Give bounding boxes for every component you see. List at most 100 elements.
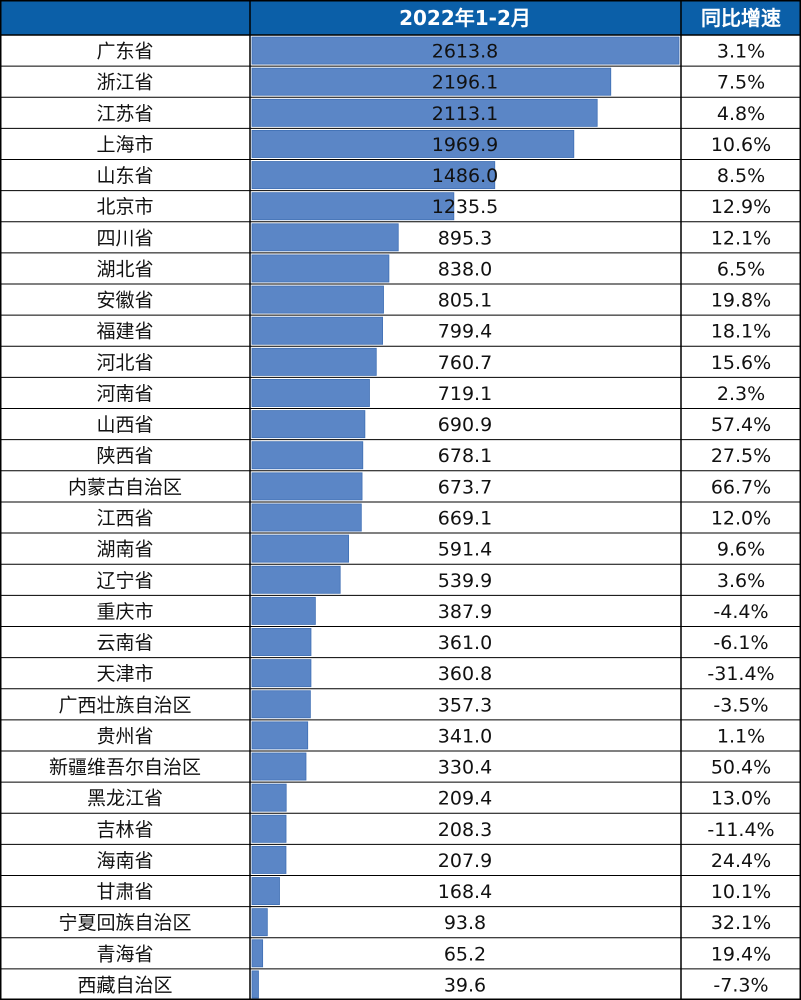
value-bar <box>251 690 311 719</box>
table-row: 湖南省 591.4 9.6% <box>96 534 765 563</box>
growth-label: -11.4% <box>707 819 774 841</box>
growth-label: 12.0% <box>711 508 771 530</box>
header-value-label: 2022年1-2月 <box>399 6 531 30</box>
value-bar <box>251 939 264 968</box>
region-label: 辽宁省 <box>96 570 153 592</box>
growth-label: -31.4% <box>707 663 774 685</box>
region-label: 云南省 <box>96 632 153 654</box>
region-label: 湖北省 <box>96 258 153 280</box>
value-bar <box>251 845 287 874</box>
value-bar <box>251 285 384 314</box>
value-label: 361.0 <box>438 632 492 654</box>
table-row: 北京市 1235.5 12.9% <box>96 192 771 221</box>
growth-label: -4.4% <box>713 601 768 623</box>
growth-label: 66.7% <box>711 476 771 498</box>
region-label: 河南省 <box>96 383 153 405</box>
value-label: 799.4 <box>438 321 492 343</box>
value-label: 387.9 <box>438 601 492 623</box>
table-row: 内蒙古自治区 673.7 66.7% <box>68 472 771 501</box>
region-label: 山西省 <box>96 414 153 436</box>
value-label: 1486.0 <box>432 165 498 187</box>
table-row: 河北省 760.7 15.6% <box>96 347 771 376</box>
growth-label: 3.6% <box>717 570 765 592</box>
growth-label: 9.6% <box>717 539 765 561</box>
region-label: 新疆维吾尔自治区 <box>49 757 201 779</box>
value-label: 1969.9 <box>432 134 498 156</box>
table-row: 甘肃省 168.4 10.1% <box>96 877 771 906</box>
region-label: 湖南省 <box>96 539 153 561</box>
value-label: 360.8 <box>438 663 492 685</box>
table-row: 海南省 207.9 24.4% <box>96 845 771 874</box>
value-bar <box>251 628 312 656</box>
region-label: 宁夏回族自治区 <box>58 912 191 934</box>
region-label: 内蒙古自治区 <box>68 476 182 498</box>
region-label: 陕西省 <box>96 445 153 467</box>
region-label: 黑龙江省 <box>87 788 163 810</box>
table-row: 宁夏回族自治区 93.8 32.1% <box>58 908 771 937</box>
value-label: 65.2 <box>444 943 486 965</box>
value-label: 2196.1 <box>432 72 498 94</box>
value-bar <box>251 908 268 937</box>
region-label: 广东省 <box>96 41 153 63</box>
region-label: 天津市 <box>96 663 153 685</box>
region-label: 山东省 <box>96 165 153 187</box>
value-label: 2613.8 <box>432 41 498 63</box>
table-row: 山东省 1486.0 8.5% <box>96 161 765 190</box>
value-label: 168.4 <box>438 881 492 903</box>
growth-label: 10.6% <box>711 134 771 156</box>
growth-label: 32.1% <box>711 912 771 934</box>
region-label: 广西壮族自治区 <box>58 694 191 716</box>
growth-label: -6.1% <box>713 632 768 654</box>
growth-label: 24.4% <box>711 850 771 872</box>
value-bar <box>251 67 612 96</box>
table-row: 江西省 669.1 12.0% <box>96 503 771 532</box>
value-label: 591.4 <box>438 539 492 561</box>
value-label: 669.1 <box>438 508 492 530</box>
value-bar <box>251 192 455 221</box>
table-row: 上海市 1969.9 10.6% <box>96 129 771 158</box>
region-label: 江苏省 <box>96 103 153 125</box>
growth-label: 12.1% <box>711 227 771 249</box>
value-bar <box>251 472 363 501</box>
table-row: 浙江省 2196.1 7.5% <box>96 67 765 96</box>
region-label: 贵州省 <box>96 725 153 747</box>
table-row: 湖北省 838.0 6.5% <box>96 254 765 283</box>
value-bar <box>251 970 259 999</box>
growth-label: 12.9% <box>711 196 771 218</box>
growth-label: -3.5% <box>713 694 768 716</box>
region-label: 吉林省 <box>96 819 153 841</box>
value-bar <box>251 161 496 190</box>
value-bar <box>251 814 287 843</box>
table-body: 广东省 2613.8 3.1% 浙江省 2196.1 7.5% 江苏省 2113.1 4.8% 上… <box>49 36 775 999</box>
value-label: 341.0 <box>438 725 492 747</box>
value-label: 719.1 <box>438 383 492 405</box>
growth-label: 2.3% <box>717 383 765 405</box>
growth-label: 8.5% <box>717 165 765 187</box>
value-label: 208.3 <box>438 819 492 841</box>
growth-label: 57.4% <box>711 414 771 436</box>
value-bar <box>251 721 309 750</box>
growth-label: 15.6% <box>711 352 771 374</box>
value-bar <box>251 565 341 594</box>
value-bar <box>251 752 307 781</box>
value-bar <box>251 659 312 688</box>
growth-label: 4.8% <box>717 103 765 125</box>
value-label: 673.7 <box>438 476 492 498</box>
region-label: 西藏自治区 <box>77 974 172 996</box>
value-label: 678.1 <box>438 445 492 467</box>
value-label: 895.3 <box>438 227 492 249</box>
region-label: 上海市 <box>96 134 153 156</box>
growth-label: 7.5% <box>717 72 765 94</box>
value-label: 539.9 <box>438 570 492 592</box>
growth-label: 1.1% <box>717 725 765 747</box>
value-bar <box>251 503 362 532</box>
region-label: 重庆市 <box>96 601 153 623</box>
growth-label: -7.3% <box>713 974 768 996</box>
header-background <box>0 0 801 35</box>
table-row: 四川省 895.3 12.1% <box>96 223 771 252</box>
growth-label: 27.5% <box>711 445 771 467</box>
growth-label: 50.4% <box>711 757 771 779</box>
value-label: 838.0 <box>438 258 492 280</box>
header-growth-label: 同比增速 <box>701 6 781 30</box>
